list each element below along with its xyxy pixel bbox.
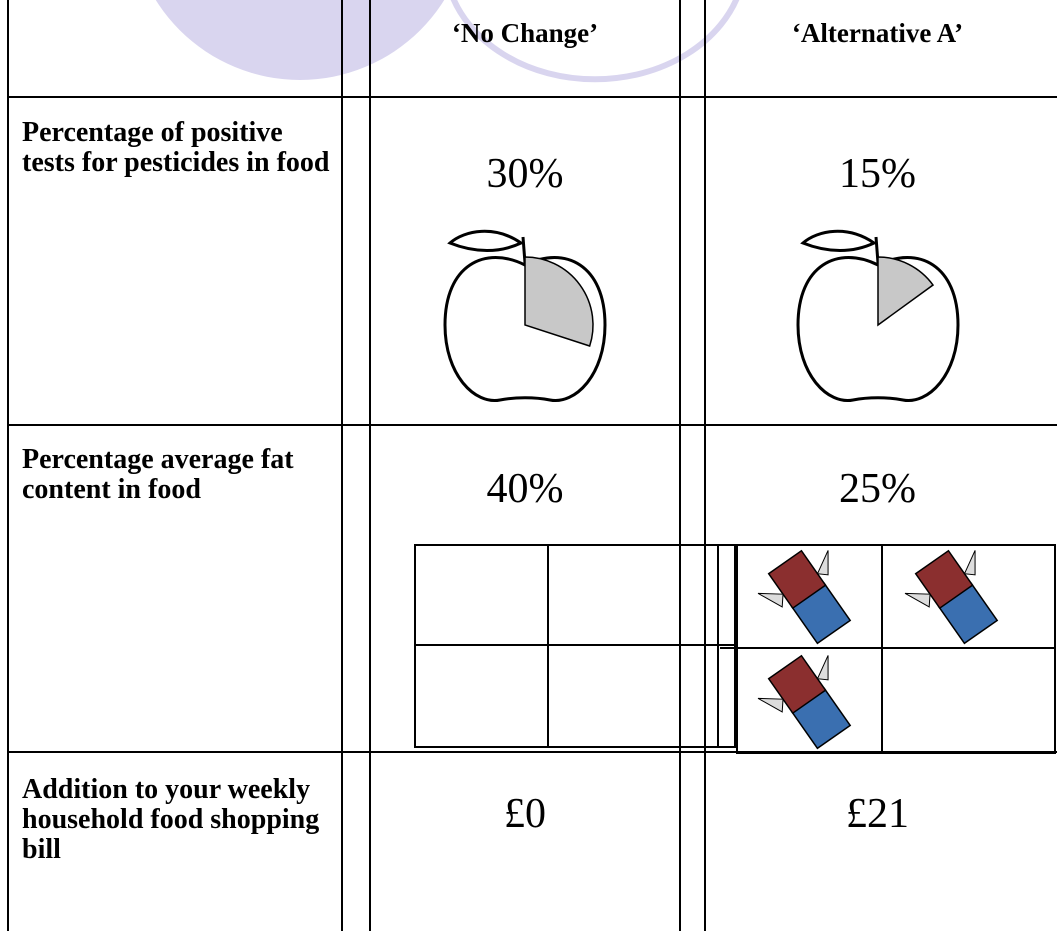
column-header: ‘Alternative A’: [705, 18, 1050, 49]
row-label: Addition to your weekly household food s…: [22, 775, 332, 865]
cell-value: 25%: [705, 465, 1050, 513]
column-header: ‘No Change’: [370, 18, 680, 49]
cell-value: £0: [370, 790, 680, 838]
apple-leaf: [450, 231, 521, 250]
cell-value: £21: [705, 790, 1050, 838]
chocolate-icon: [752, 643, 868, 760]
row-label: Percentage average fat content in food: [22, 445, 332, 505]
page: ‘No Change’ ‘Alternative A’ Percentage o…: [0, 0, 1057, 931]
cell-value: 40%: [370, 465, 680, 513]
chocolate-icon: [899, 538, 1015, 655]
row-label: Percentage of positive tests for pestici…: [22, 118, 332, 178]
pie-wedge: [878, 257, 933, 325]
cell-value: 30%: [370, 150, 680, 198]
pie-wedge: [525, 257, 593, 346]
chocolate-icon: [752, 538, 868, 655]
cell-value: 15%: [705, 150, 1050, 198]
apple-leaf: [803, 231, 874, 250]
